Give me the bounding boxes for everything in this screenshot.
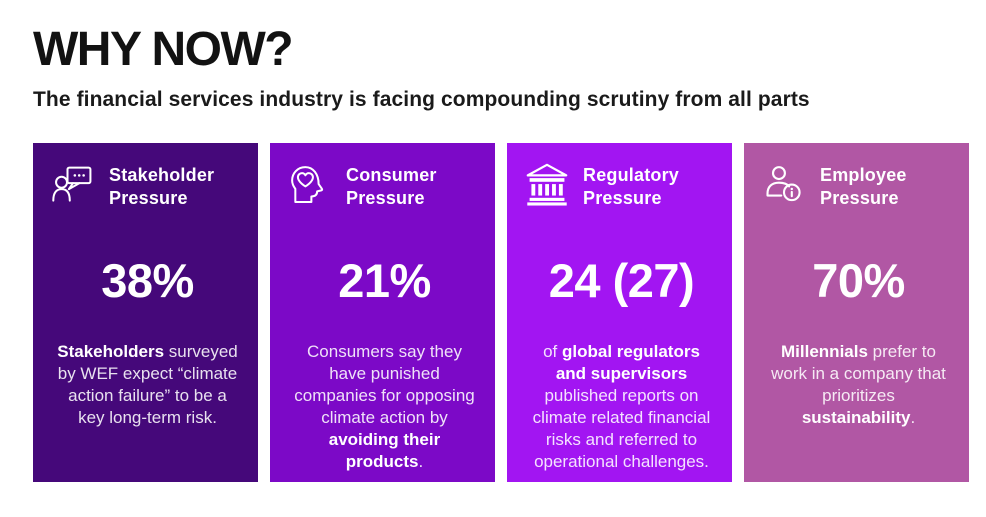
page-subtitle: The financial services industry is facin…	[33, 88, 810, 111]
card-body: of global regulators and supervisors pub…	[532, 342, 711, 472]
card-stat: 21%	[338, 254, 431, 307]
card-title: Stakeholder Pressure	[109, 165, 215, 208]
card-header: Stakeholder Pressure	[51, 161, 244, 209]
pressure-cards-row: Stakeholder Pressure 38% Stakeholders su…	[33, 143, 969, 482]
bank-building-icon	[525, 163, 569, 207]
head-heart-icon	[288, 163, 332, 207]
card-title: Employee Pressure	[820, 165, 907, 208]
person-speech-bubble-icon	[51, 163, 95, 207]
card-consumer-pressure: Consumer Pressure 21% Consumers say they…	[270, 143, 495, 482]
person-info-icon	[762, 163, 806, 207]
card-title: Consumer Pressure	[346, 165, 437, 208]
card-header: Consumer Pressure	[288, 161, 481, 209]
card-regulatory-pressure: Regulatory Pressure 24 (27) of global re…	[507, 143, 732, 482]
page-title: WHY NOW?	[33, 23, 294, 76]
card-header: Employee Pressure	[762, 161, 955, 209]
card-stakeholder-pressure: Stakeholder Pressure 38% Stakeholders su…	[33, 143, 258, 482]
card-stat: 70%	[812, 254, 905, 307]
card-stat: 24 (27)	[548, 254, 695, 307]
infographic-page: WHY NOW? The financial services industry…	[33, 23, 969, 482]
card-body: Millennials prefer to work in a company …	[771, 342, 946, 428]
card-body: Stakeholders surveyed by WEF expect “cli…	[57, 342, 238, 428]
card-employee-pressure: Employee Pressure 70% Millennials prefer…	[744, 143, 969, 482]
card-stat: 38%	[101, 254, 194, 307]
card-title: Regulatory Pressure	[583, 165, 680, 208]
card-body: Consumers say they have punished compani…	[294, 342, 475, 472]
card-header: Regulatory Pressure	[525, 161, 718, 209]
